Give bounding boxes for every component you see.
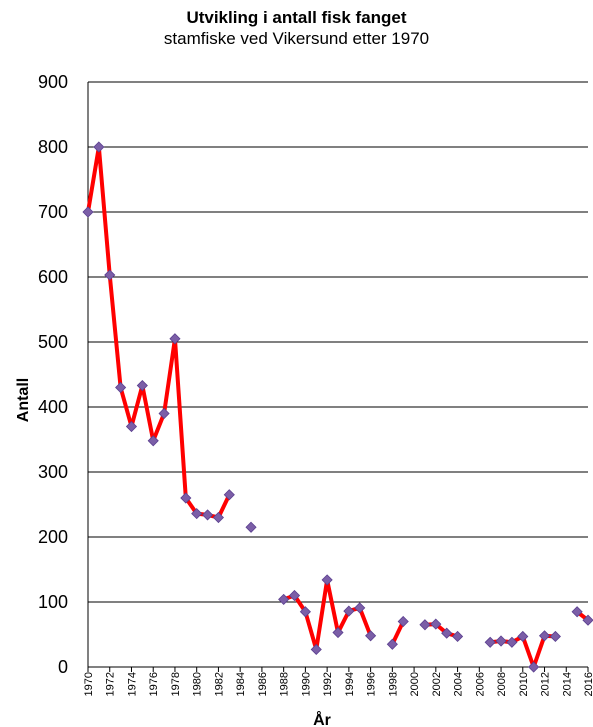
x-tick-label: 2008: [496, 672, 508, 696]
x-tick-label: 1986: [257, 672, 269, 696]
data-point: [495, 635, 507, 647]
x-tick-label: 2016: [583, 672, 593, 696]
y-tick-label: 900: [38, 72, 68, 92]
data-point: [517, 630, 529, 643]
data-point: [158, 407, 170, 420]
data-point: [419, 619, 431, 631]
x-tick-label: 1994: [344, 672, 356, 696]
x-tick-label: 1970: [83, 672, 95, 696]
series-line: [422, 622, 460, 639]
x-tick-label: 2000: [409, 672, 421, 696]
y-tick-label: 700: [38, 202, 68, 222]
x-tick-label: 1998: [387, 672, 399, 696]
data-point: [104, 269, 116, 281]
x-tick-label: 2012: [540, 672, 552, 696]
y-tick-label: 500: [38, 332, 68, 352]
data-point: [201, 509, 214, 521]
y-tick-label: 100: [38, 592, 68, 612]
data-point: [82, 206, 94, 218]
data-point: [343, 605, 355, 617]
x-tick-label: 2014: [561, 672, 573, 696]
data-point: [506, 636, 518, 648]
data-points: [82, 141, 593, 673]
data-point: [430, 618, 442, 630]
y-tick-label: 200: [38, 527, 68, 547]
x-tick-label: 1990: [300, 672, 312, 696]
data-point: [136, 379, 148, 392]
data-point: [212, 511, 225, 524]
x-tick-label: 1992: [322, 672, 334, 696]
x-tick-label: 1972: [105, 672, 117, 696]
series-line: [281, 577, 373, 652]
chart-title: Utvikling i antall fisk fanget: [186, 8, 407, 27]
y-tick-label: 0: [58, 657, 68, 677]
data-point: [223, 489, 235, 501]
x-tick-label: 2002: [431, 672, 443, 696]
x-tick-label: 2006: [474, 672, 486, 696]
data-point: [115, 381, 127, 394]
x-tick-label: 1974: [126, 672, 138, 696]
data-point: [365, 630, 377, 642]
data-point: [571, 606, 583, 618]
x-tick-label: 1984: [235, 672, 247, 696]
data-point: [245, 521, 257, 533]
y-tick-label: 600: [38, 267, 68, 287]
x-axis-label: År: [313, 710, 331, 727]
data-point: [147, 435, 159, 447]
data-point: [484, 636, 496, 648]
y-tick-label: 400: [38, 397, 68, 417]
x-tick-label: 1988: [279, 672, 291, 696]
y-tick-label: 300: [38, 462, 68, 482]
y-tick-labels: 0 100 200 300 400 500 600 700 800 900: [38, 72, 68, 677]
data-point: [278, 593, 290, 605]
data-point: [538, 630, 551, 642]
data-point: [332, 626, 344, 639]
gridlines: [87, 81, 589, 672]
data-point: [191, 508, 203, 520]
data-point: [397, 615, 409, 628]
data-point: [180, 492, 192, 504]
data-point: [451, 630, 464, 643]
chart-subtitle: stamfiske ved Vikersund etter 1970: [163, 29, 430, 48]
data-point: [321, 574, 333, 586]
x-tick-label: 1996: [366, 672, 378, 696]
x-tick-label: 2004: [453, 672, 465, 696]
series-line: [86, 145, 232, 520]
data-point: [549, 630, 561, 643]
x-tick-label: 1976: [148, 672, 160, 696]
x-tick-label: 1982: [213, 672, 225, 696]
data-point: [310, 643, 322, 656]
data-point: [93, 141, 105, 153]
data-point: [299, 606, 311, 618]
data-point: [354, 602, 366, 614]
x-tick-label: 1978: [170, 672, 182, 696]
data-point: [386, 638, 398, 650]
data-point: [125, 420, 138, 433]
data-point: [441, 627, 453, 639]
x-tick-label: 2010: [518, 672, 530, 696]
data-point: [169, 333, 181, 345]
data-point: [528, 661, 540, 673]
x-tick-labels: 1970 1972 1974 1976 1978 1980 1982 1984 1986 1988…: [83, 672, 593, 696]
series-line: [390, 619, 406, 647]
y-axis-label: Antall: [15, 378, 32, 422]
y-tick-label: 800: [38, 137, 68, 157]
x-tick-label: 1980: [192, 672, 204, 696]
data-point: [288, 589, 301, 602]
data-point: [582, 614, 593, 626]
